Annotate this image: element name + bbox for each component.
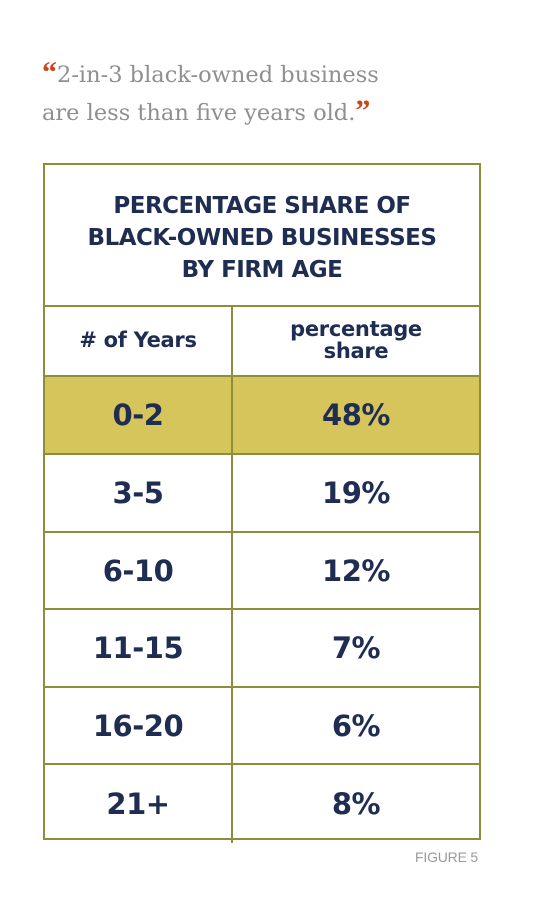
years-cell: 16-20 [45, 688, 233, 763]
years-cell: 21+ [45, 765, 233, 843]
table-row: 0-2 48% [45, 377, 479, 455]
table-row: 6-10 12% [45, 533, 479, 610]
open-quote-mark: “ [42, 56, 57, 89]
quote-line-1: 2-in-3 black-owned business [57, 62, 379, 88]
table-title: PERCENTAGE SHARE OF BLACK-OWNED BUSINESS… [87, 193, 437, 283]
figure-label: FIGURE 5 [415, 849, 478, 865]
table-row: 21+ 8% [45, 765, 479, 843]
percentage-cell: 7% [331, 631, 381, 665]
percentage-cell: 8% [331, 787, 381, 821]
years-cell: 11-15 [45, 610, 233, 686]
data-table: PERCENTAGE SHARE OF BLACK-OWNED BUSINESS… [43, 163, 481, 843]
header-percentage: percentage share [233, 305, 479, 375]
percentage-cell: 19% [322, 476, 390, 510]
table-row: 11-15 7% [45, 610, 479, 688]
table-row: 3-5 19% [45, 455, 479, 533]
percentage-cell: 6% [331, 708, 381, 743]
quote-line-2: are less than five years old. [42, 100, 356, 126]
table-row: 16-20 6% [45, 688, 479, 765]
years-cell: 0-2 [45, 377, 233, 453]
years-cell: 6-10 [45, 533, 233, 608]
header-percentage-label: percentage share [290, 317, 422, 363]
close-quote-mark: ” [355, 94, 371, 127]
table-title-cell: PERCENTAGE SHARE OF BLACK-OWNED BUSINESS… [45, 165, 479, 307]
header-years: # of Years [45, 305, 233, 375]
percentage-cell: 12% [322, 553, 390, 588]
years-cell: 3-5 [45, 455, 233, 531]
percentage-cell: 48% [322, 398, 390, 432]
pull-quote: “2-in-3 black-owned business are less tha… [42, 56, 482, 132]
table-header-row: # of Years percentage share [45, 305, 479, 377]
